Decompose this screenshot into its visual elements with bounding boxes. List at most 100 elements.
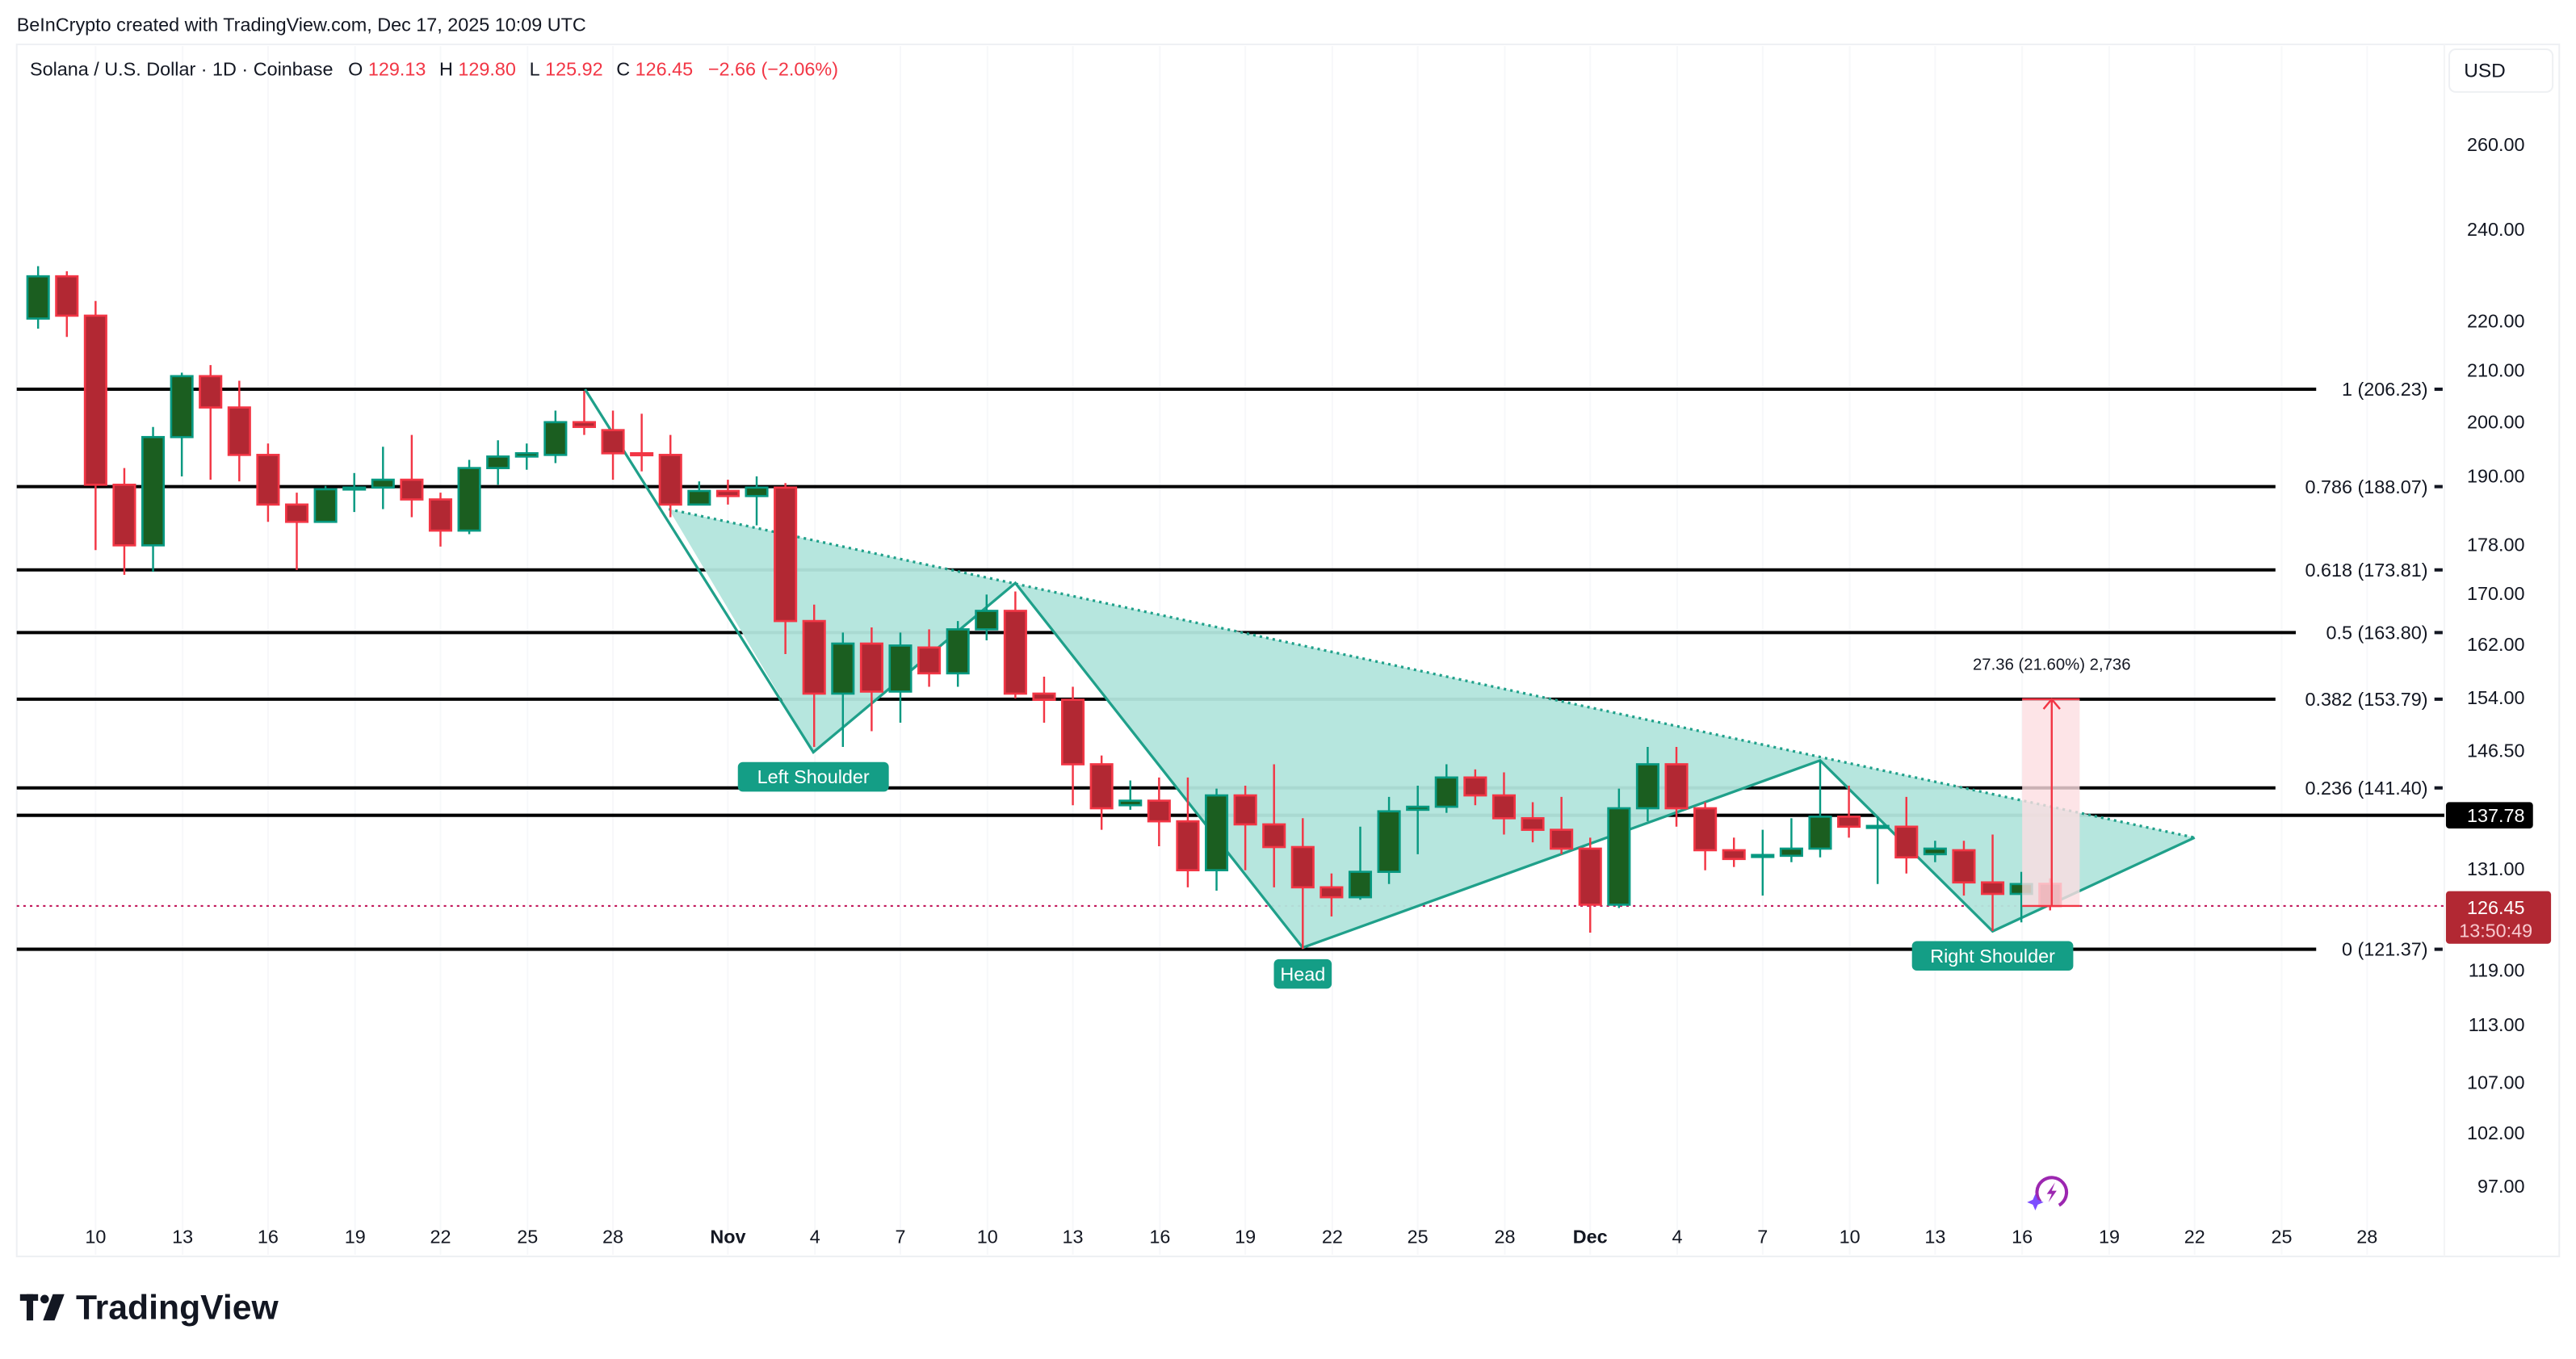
candle-body [1491, 794, 1517, 820]
time-axis-label: 19 [1235, 1227, 1256, 1248]
time-axis-label: 28 [602, 1227, 623, 1248]
time-axis-label: 13 [1924, 1227, 1945, 1248]
time-axis-label: 28 [2356, 1227, 2377, 1248]
candle-body [1865, 824, 1890, 829]
time-axis-label: 16 [1149, 1227, 1170, 1248]
candle-body [687, 489, 711, 506]
candle-down [859, 627, 883, 732]
candle-body [112, 484, 136, 547]
symbol-legend[interactable]: Solana / U.S. Dollar · 1D · Coinbase O 1… [30, 59, 838, 80]
time-axis-label: 22 [1322, 1227, 1343, 1248]
candle-down [1981, 834, 2005, 931]
candle-body [1118, 799, 1143, 807]
candle-body [26, 275, 50, 320]
candle-down [601, 410, 625, 480]
pattern-label-bg [1911, 941, 2074, 971]
time-axis-label: 19 [2099, 1227, 2120, 1248]
candle-body [55, 275, 79, 317]
fib-level-label: 0.5 (163.80) [2326, 623, 2427, 644]
last-price-value: 126.45 [2467, 897, 2525, 918]
candle-down [1290, 818, 1315, 950]
price-axis-label: 119.00 [2469, 960, 2525, 981]
candle-up [946, 621, 970, 687]
candle-body [543, 421, 568, 456]
time-axis-label: 22 [2184, 1227, 2205, 1248]
pattern-label: Right Shoulder [1930, 946, 2055, 967]
candle-body [572, 421, 596, 429]
candle-down [227, 380, 251, 482]
candle-body [1290, 845, 1315, 889]
fib-level-label: 0 (121.37) [2342, 939, 2428, 960]
time-axis-label: 22 [430, 1227, 451, 1248]
candle-down [1491, 772, 1517, 835]
candle-up [745, 476, 769, 526]
candle-up [486, 440, 510, 485]
candle-body [1204, 794, 1229, 872]
time-axis-label: 28 [1494, 1227, 1515, 1248]
candle-up [1779, 818, 1803, 862]
currency-button[interactable]: USD [2448, 48, 2554, 93]
candle-body [1779, 847, 1803, 858]
price-axis[interactable]: 260.00 240.00 220.00 210.00 200.00 190.00 178.… [2467, 134, 2525, 1197]
price-axis-label: 210.00 [2467, 359, 2525, 380]
candle-down [1233, 785, 1257, 870]
measure-label: 27.36 (21.60%) 2,736 [1973, 656, 2131, 673]
time-axis-label: 16 [2012, 1227, 2033, 1248]
last-price-tag [2445, 891, 2552, 944]
price-axis-label: 170.00 [2467, 583, 2525, 604]
candle-body [715, 489, 740, 497]
pattern-labels: Left Shoulder Head Right Shoulder [737, 761, 2074, 989]
candle-down [1176, 777, 1200, 887]
candle-countdown: 13:50:49 [2459, 921, 2532, 942]
candle-body [802, 619, 826, 695]
time-axis-label: 19 [345, 1227, 366, 1248]
candle-down [1952, 841, 1976, 896]
pattern-label: Left Shoulder [757, 766, 870, 787]
tradingview-logo[interactable]: TradingView [19, 1288, 279, 1327]
price-axis-label: 113.00 [2469, 1014, 2525, 1035]
lightning-assistant-icon[interactable] [2027, 1172, 2072, 1214]
currency-label: USD [2464, 61, 2506, 82]
candle-up [1434, 764, 1458, 813]
candle-up [1808, 760, 1832, 858]
candle-body [1377, 810, 1401, 874]
candle-body [888, 644, 913, 693]
price-axis-label: 178.00 [2467, 535, 2525, 556]
low-value: 125.92 [545, 59, 602, 80]
candle-body [1808, 816, 1832, 850]
candle-up [1377, 796, 1401, 884]
time-axis-label: 10 [85, 1227, 106, 1248]
price-range-measure[interactable]: 27.36 (21.60%) 2,736 [1973, 656, 2131, 908]
candle-up [1118, 780, 1143, 810]
candle-up [342, 472, 367, 513]
candle-body [975, 610, 999, 631]
price-axis-label: 200.00 [2467, 411, 2525, 432]
candle-body [342, 486, 367, 491]
candle-body [170, 375, 194, 438]
fib-level-label: 0.618 (173.81) [2305, 560, 2427, 581]
time-axis-label: 25 [1408, 1227, 1429, 1248]
price-axis-label: 260.00 [2467, 134, 2525, 155]
open-label: O [348, 59, 363, 80]
tradingview-logo-icon [19, 1294, 65, 1321]
candle-body [457, 467, 481, 532]
candle-body [428, 498, 453, 532]
time-axis[interactable]: 10 13 16 19 22 25 28 Nov 4 7 10 13 16 19 22 25 28 Dec 4 7 10… [85, 1227, 2377, 1248]
candle-down [1061, 686, 1085, 806]
candle-body [514, 452, 539, 458]
pattern-label-bg [737, 761, 889, 792]
candle-body [486, 455, 510, 469]
candle-body [774, 486, 798, 623]
candle-up [1348, 826, 1373, 900]
candle-down [199, 365, 223, 480]
candle-down [1722, 837, 1746, 867]
candle-body [1434, 776, 1458, 808]
candle-up [543, 410, 568, 463]
candle-body [1089, 763, 1114, 810]
candle-up [1204, 788, 1229, 891]
candle-body [371, 478, 395, 489]
low-label: L [530, 59, 540, 80]
price-axis-label: 154.00 [2467, 687, 2525, 708]
candle-up [313, 485, 338, 523]
